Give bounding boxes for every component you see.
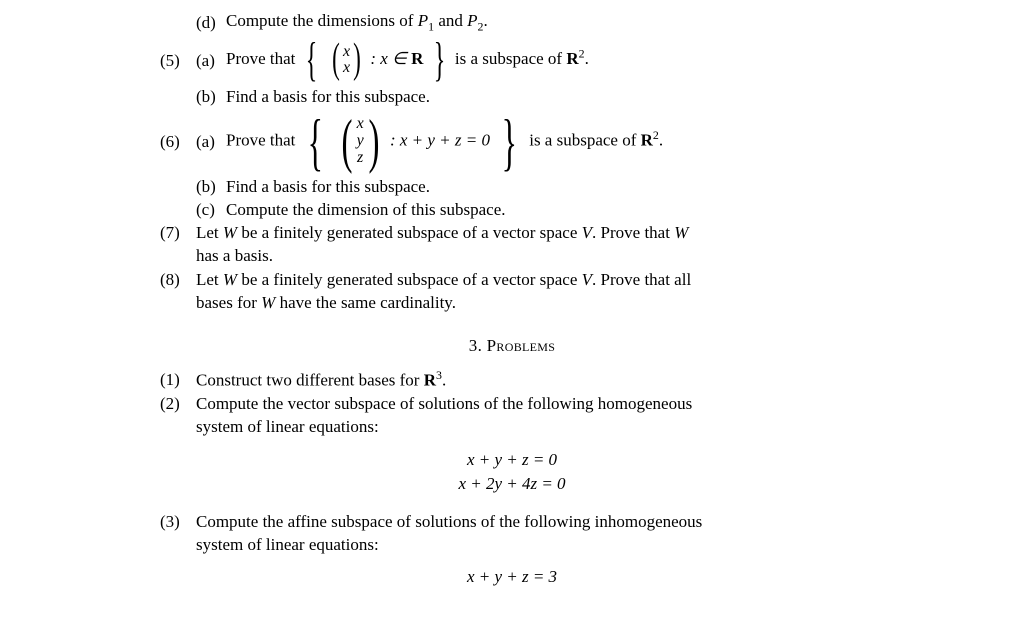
prob-3-l2: system of linear equations: — [160, 534, 864, 555]
text-5b: Find a basis for this subspace. — [226, 86, 430, 107]
eq-p2-1: x + y + z = 0 — [160, 448, 864, 473]
text-p2-l1: Compute the vector subspace of solutions… — [196, 393, 864, 414]
label-d: (d) — [196, 12, 226, 33]
text-d: Compute the dimensions of P1 and P2. — [226, 10, 488, 34]
item-8-l1: (8) Let W be a finitely generated subspa… — [160, 269, 864, 290]
label-p2: (2) — [160, 393, 196, 414]
text-6b: Find a basis for this subspace. — [226, 176, 430, 197]
label-5a: (a) — [196, 50, 226, 71]
column-vector-2: ( xx ) — [329, 42, 364, 78]
lbrace-icon: { — [307, 116, 322, 167]
item-6c: (c) Compute the dimension of this subspa… — [160, 199, 864, 220]
item-5a: (5) (a) Prove that { ( xx ) : x ∈ R } is… — [160, 36, 864, 84]
text-p1: Construct two different bases for R3. — [196, 368, 446, 391]
rbrace-icon: } — [502, 116, 517, 167]
rbrace-icon: } — [433, 41, 445, 79]
label-p1: (1) — [160, 369, 196, 390]
item-6a: (6) (a) Prove that { ( xyz ) : x + y + z… — [160, 110, 864, 174]
text-p3-l1: Compute the affine subspace of solutions… — [196, 511, 864, 532]
label-8: (8) — [160, 269, 196, 290]
lparen-icon: ( — [341, 116, 352, 167]
prob-2-l2: system of linear equations: — [160, 416, 864, 437]
label-7: (7) — [160, 222, 196, 243]
lbrace-icon: { — [305, 41, 317, 79]
eq-p2-2: x + 2y + 4z = 0 — [160, 472, 864, 497]
lparen-icon: ( — [332, 42, 340, 78]
text-p2-l2: system of linear equations: — [196, 416, 379, 437]
item-7-l2: has a basis. — [160, 245, 864, 266]
text-7-l1: Let W be a finitely generated subspace o… — [196, 222, 688, 243]
eq-p3-1: x + y + z = 3 — [160, 565, 864, 590]
item-d: (d) Compute the dimensions of P1 and P2. — [160, 10, 864, 34]
item-6b: (b) Find a basis for this subspace. — [160, 176, 864, 197]
item-8-l2: bases for W have the same cardinality. — [160, 292, 864, 313]
rparen-icon: ) — [353, 42, 361, 78]
text-p3-l2: system of linear equations: — [196, 534, 379, 555]
column-vector-3: ( xyz ) — [337, 116, 384, 167]
label-5b: (b) — [196, 86, 226, 107]
label-p3: (3) — [160, 511, 196, 532]
label-6: (6) — [160, 131, 196, 152]
document-page: (d) Compute the dimensions of P1 and P2.… — [0, 0, 1024, 590]
text-5a: Prove that { ( xx ) : x ∈ R } is a subsp… — [226, 41, 589, 79]
text-8-l1: Let W be a finitely generated subspace o… — [196, 269, 691, 290]
prob-2-l1: (2) Compute the vector subspace of solut… — [160, 393, 864, 414]
prob-2-eqs: x + y + z = 0 x + 2y + 4z = 0 — [160, 448, 864, 497]
label-5: (5) — [160, 50, 196, 71]
label-6c: (c) — [196, 199, 226, 220]
prob-3-eqs: x + y + z = 3 — [160, 565, 864, 590]
prob-3-l1: (3) Compute the affine subspace of solut… — [160, 511, 864, 532]
text-6a: Prove that { ( xyz ) : x + y + z = 0 } i… — [226, 116, 663, 167]
text-6c: Compute the dimension of this subspace. — [226, 199, 506, 220]
item-5b: (b) Find a basis for this subspace. — [160, 86, 864, 107]
item-7-l1: (7) Let W be a finitely generated subspa… — [160, 222, 864, 243]
label-6a: (a) — [196, 131, 226, 152]
label-6b: (b) — [196, 176, 226, 197]
prob-1: (1) Construct two different bases for R3… — [160, 368, 864, 391]
section-heading: 3. Problems — [160, 335, 864, 356]
rparen-icon: ) — [368, 116, 379, 167]
text-8-l2: bases for W have the same cardinality. — [196, 292, 456, 313]
text-7-l2: has a basis. — [196, 245, 273, 266]
